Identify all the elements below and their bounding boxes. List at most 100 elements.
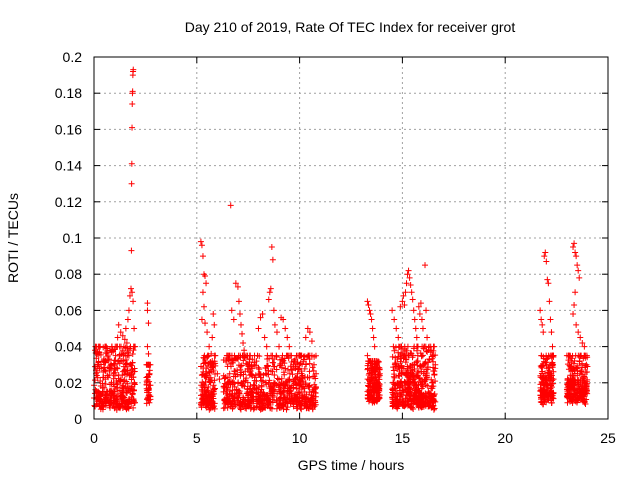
data-point — [300, 383, 307, 390]
data-point — [391, 347, 398, 354]
data-point — [256, 405, 263, 412]
data-point — [548, 399, 555, 406]
data-point — [268, 244, 275, 251]
data-point — [537, 381, 544, 388]
data-point — [108, 395, 115, 402]
data-point — [205, 376, 212, 383]
data-point — [403, 347, 410, 354]
data-point — [130, 387, 137, 394]
data-point — [298, 385, 305, 392]
data-point — [259, 311, 266, 318]
y-tick-label: 0.2 — [63, 49, 83, 65]
data-point — [262, 379, 269, 386]
data-point — [232, 370, 239, 377]
data-point — [371, 398, 378, 405]
data-point — [276, 376, 283, 383]
data-point — [398, 371, 405, 378]
data-point — [111, 369, 118, 376]
data-point — [235, 379, 242, 386]
data-point — [100, 368, 107, 375]
data-point — [429, 353, 436, 360]
data-point — [145, 350, 152, 357]
y-tick-label: 0.02 — [55, 375, 82, 391]
data-point — [144, 307, 151, 314]
data-point — [113, 398, 120, 405]
data-point — [92, 347, 99, 354]
data-point — [365, 301, 372, 308]
data-point — [225, 379, 232, 386]
data-point — [281, 360, 288, 367]
data-point — [199, 253, 206, 260]
data-point — [128, 247, 135, 254]
data-point — [575, 329, 582, 336]
data-point — [131, 325, 138, 332]
data-point — [569, 399, 576, 406]
data-point — [128, 400, 135, 407]
data-point — [258, 383, 265, 390]
data-point — [398, 349, 405, 356]
data-point — [129, 101, 136, 108]
data-point — [538, 316, 545, 323]
data-point — [286, 370, 293, 377]
data-point — [221, 375, 228, 382]
data-point — [371, 343, 378, 350]
data-point — [540, 329, 547, 336]
data-point — [300, 358, 307, 365]
data-point — [570, 396, 577, 403]
data-point — [99, 406, 106, 413]
data-point — [124, 380, 131, 387]
data-point — [102, 394, 109, 401]
data-point — [548, 360, 555, 367]
plot-frame — [93, 56, 609, 420]
data-point — [147, 382, 154, 389]
data-point — [295, 389, 302, 396]
data-point — [414, 358, 421, 365]
data-point — [419, 376, 426, 383]
data-point — [241, 347, 248, 354]
y-tick-label: 0.14 — [55, 158, 82, 174]
data-point — [128, 160, 135, 167]
data-point — [312, 393, 319, 400]
data-point — [296, 389, 303, 396]
data-point — [395, 353, 402, 360]
data-point — [395, 363, 402, 370]
data-point — [235, 298, 242, 305]
data-point — [212, 352, 219, 359]
data-point — [287, 363, 294, 370]
data-point — [549, 343, 556, 350]
data-point — [234, 354, 241, 361]
data-point — [261, 334, 268, 341]
data-point — [263, 371, 270, 378]
data-point — [278, 356, 285, 363]
data-point — [543, 392, 550, 399]
data-point — [198, 242, 205, 249]
data-point — [392, 385, 399, 392]
data-point — [210, 361, 217, 368]
data-point — [114, 334, 121, 341]
data-point — [310, 361, 317, 368]
data-point — [260, 378, 267, 385]
data-point — [267, 368, 274, 375]
data-point — [109, 348, 116, 355]
data-point — [570, 381, 577, 388]
data-point — [304, 325, 311, 332]
data-point — [303, 361, 310, 368]
data-point — [579, 390, 586, 397]
data-point — [227, 378, 234, 385]
data-point — [247, 383, 254, 390]
data-point — [307, 397, 314, 404]
data-point — [269, 256, 276, 263]
data-point — [227, 363, 234, 370]
data-point — [278, 375, 285, 382]
data-point — [415, 303, 422, 310]
data-point — [423, 394, 430, 401]
data-point — [405, 389, 412, 396]
data-point — [265, 367, 272, 374]
data-point — [543, 386, 550, 393]
data-point — [230, 316, 237, 323]
data-point — [417, 395, 424, 402]
data-point — [129, 391, 136, 398]
data-point — [270, 393, 277, 400]
data-point — [371, 392, 378, 399]
